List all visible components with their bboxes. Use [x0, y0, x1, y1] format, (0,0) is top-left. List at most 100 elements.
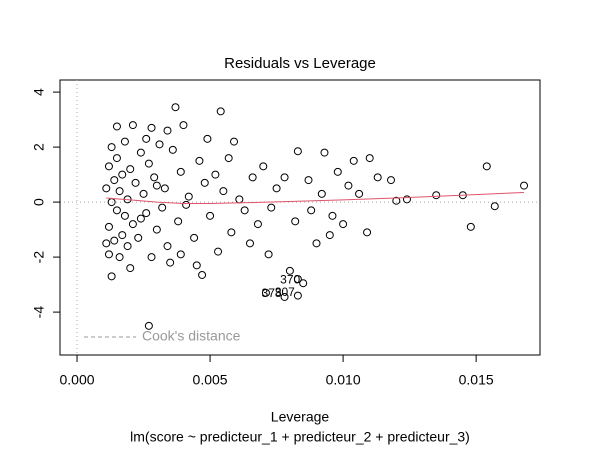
data-point — [206, 211, 215, 220]
data-point — [339, 220, 348, 229]
data-point — [147, 123, 156, 132]
subtitle: lm(score ~ predicteur_1 + predicteur_2 +… — [130, 429, 470, 445]
y-tick-label: -2 — [31, 251, 47, 264]
data-point — [240, 206, 249, 215]
data-point — [304, 176, 313, 185]
data-point — [317, 189, 326, 198]
data-point — [136, 148, 145, 157]
data-point — [198, 270, 207, 279]
data-point — [174, 217, 183, 226]
data-point — [280, 292, 289, 301]
data-point — [147, 253, 156, 262]
data-point — [203, 134, 212, 143]
data-point — [115, 253, 124, 262]
data-point — [123, 242, 132, 251]
data-point — [219, 187, 228, 196]
data-point — [392, 196, 401, 205]
point-label: 378 — [262, 286, 282, 300]
data-point — [112, 122, 121, 131]
data-point — [107, 143, 116, 152]
data-point — [136, 214, 145, 223]
x-axis-label: Leverage — [271, 409, 330, 425]
data-point — [102, 184, 111, 193]
data-point — [163, 242, 172, 251]
data-point — [490, 202, 499, 211]
data-point — [466, 222, 475, 231]
data-point — [107, 272, 116, 281]
point-label: 370 — [280, 272, 300, 286]
data-point — [182, 200, 191, 209]
data-point — [176, 167, 185, 176]
data-point — [264, 250, 273, 259]
data-point — [150, 173, 159, 182]
data-point — [192, 261, 201, 270]
data-point — [104, 222, 113, 231]
data-point — [144, 321, 153, 330]
data-point — [155, 140, 164, 149]
data-point — [176, 250, 185, 259]
data-point — [280, 173, 289, 182]
point-label: 307 — [275, 285, 295, 299]
data-point — [195, 156, 204, 165]
data-point — [293, 147, 302, 156]
data-point — [349, 156, 358, 165]
data-point — [344, 181, 353, 190]
data-point — [261, 288, 270, 297]
data-point — [118, 170, 127, 179]
data-point — [118, 231, 127, 240]
data-point — [104, 250, 113, 259]
data-point — [184, 192, 193, 201]
data-point — [126, 165, 135, 174]
data-point — [142, 134, 151, 143]
data-point — [110, 236, 119, 245]
data-point — [168, 145, 177, 154]
y-tick-label: 0 — [31, 198, 47, 206]
data-point — [299, 279, 308, 288]
data-point — [402, 195, 411, 204]
data-point — [200, 178, 209, 187]
data-point — [102, 239, 111, 248]
data-point — [134, 233, 143, 242]
data-point — [432, 191, 441, 200]
data-point — [179, 121, 188, 130]
data-point — [520, 181, 529, 190]
x-tick-label: 0.000 — [60, 372, 95, 388]
y-tick-label: 4 — [31, 88, 47, 96]
data-point — [245, 239, 254, 248]
data-point — [259, 162, 268, 171]
data-point — [139, 189, 148, 198]
data-point — [320, 148, 329, 157]
data-point — [112, 154, 121, 163]
data-point — [227, 228, 236, 237]
data-point — [365, 154, 374, 163]
data-point — [253, 220, 262, 229]
data-point — [386, 176, 395, 185]
data-point — [160, 184, 169, 193]
data-point — [171, 103, 180, 112]
x-tick-label: 0.010 — [326, 372, 361, 388]
data-point — [104, 162, 113, 171]
data-point — [144, 159, 153, 168]
data-point — [120, 137, 129, 146]
legend-label: Cook's distance — [142, 328, 241, 344]
data-point — [230, 137, 239, 146]
data-point — [214, 247, 223, 256]
data-point — [128, 220, 137, 229]
data-point — [115, 187, 124, 196]
data-point — [291, 217, 300, 226]
data-point — [293, 291, 302, 300]
data-point — [152, 225, 161, 234]
data-point — [293, 275, 302, 284]
data-point — [110, 176, 119, 185]
data-point — [333, 167, 342, 176]
data-point — [363, 228, 372, 237]
data-point — [216, 107, 225, 116]
data-point — [285, 266, 294, 275]
data-point — [126, 264, 135, 273]
data-point — [158, 203, 167, 212]
data-point — [211, 170, 220, 179]
data-point — [128, 121, 137, 130]
data-point — [120, 211, 129, 220]
